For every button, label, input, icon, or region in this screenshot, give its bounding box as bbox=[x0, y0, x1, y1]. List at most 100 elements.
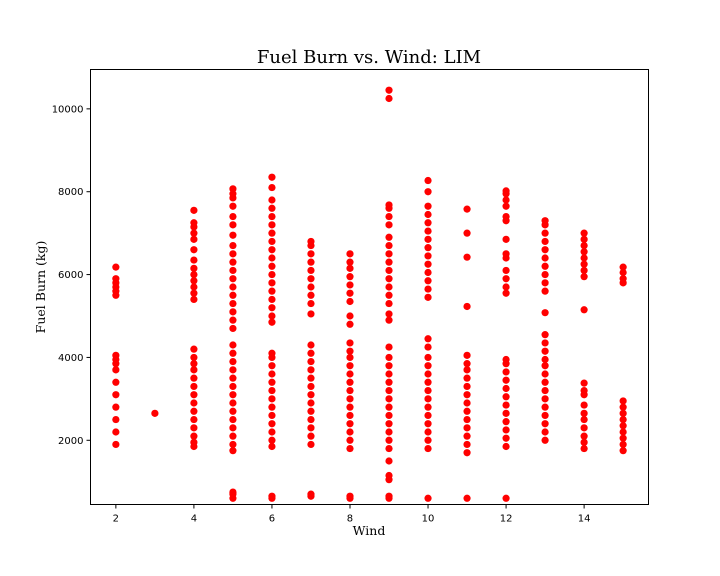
data-point bbox=[346, 370, 354, 378]
data-point bbox=[346, 428, 354, 436]
data-point bbox=[346, 420, 354, 428]
data-point bbox=[385, 411, 393, 420]
data-point bbox=[229, 424, 237, 432]
data-point bbox=[229, 275, 237, 283]
data-point bbox=[424, 260, 432, 268]
data-point bbox=[502, 494, 510, 502]
data-point bbox=[112, 440, 120, 449]
data-point bbox=[346, 289, 354, 297]
data-point bbox=[619, 434, 627, 442]
data-point bbox=[424, 370, 432, 378]
data-point bbox=[268, 378, 276, 386]
data-point bbox=[346, 378, 354, 386]
y-axis-label: Fuel Burn (kg) bbox=[33, 241, 48, 334]
data-point bbox=[229, 432, 237, 440]
data-point bbox=[268, 221, 276, 229]
data-point bbox=[385, 299, 393, 308]
data-point bbox=[424, 235, 432, 243]
data-point bbox=[346, 444, 354, 453]
data-point bbox=[463, 424, 471, 432]
data-point bbox=[463, 374, 471, 382]
data-point bbox=[229, 374, 237, 382]
y-tick-label: 4000 bbox=[58, 353, 83, 364]
data-point bbox=[424, 268, 432, 277]
data-point bbox=[619, 263, 627, 271]
data-point bbox=[229, 202, 237, 210]
data-point bbox=[346, 312, 354, 320]
data-point bbox=[385, 370, 393, 378]
data-point bbox=[385, 444, 393, 453]
data-point bbox=[268, 229, 276, 237]
data-point bbox=[229, 366, 237, 374]
data-point bbox=[619, 397, 627, 405]
data-point bbox=[385, 275, 393, 283]
data-point bbox=[346, 258, 354, 266]
data-point bbox=[268, 204, 276, 212]
data-point bbox=[112, 275, 120, 283]
data-point bbox=[502, 368, 510, 376]
data-point bbox=[580, 273, 588, 281]
data-point bbox=[229, 283, 237, 291]
data-point bbox=[307, 424, 315, 432]
data-point bbox=[385, 378, 393, 386]
data-point bbox=[580, 241, 588, 250]
data-point bbox=[229, 440, 237, 449]
data-point bbox=[541, 229, 549, 237]
data-point bbox=[190, 256, 198, 264]
data-point bbox=[346, 297, 354, 306]
data-point bbox=[385, 457, 393, 465]
data-point bbox=[463, 351, 471, 359]
data-point bbox=[190, 283, 198, 291]
data-point bbox=[229, 258, 237, 266]
data-point bbox=[424, 202, 432, 210]
data-point bbox=[385, 343, 393, 351]
data-point bbox=[307, 391, 315, 399]
data-point bbox=[190, 432, 198, 440]
data-point bbox=[229, 415, 237, 424]
data-point bbox=[190, 206, 198, 214]
data-point bbox=[307, 299, 315, 308]
data-point bbox=[307, 266, 315, 275]
data-point bbox=[463, 205, 471, 213]
data-point bbox=[151, 409, 159, 417]
data-point bbox=[463, 229, 471, 237]
data-point bbox=[541, 309, 549, 317]
data-point bbox=[229, 349, 237, 357]
data-point bbox=[580, 432, 588, 440]
x-tick-label: 10 bbox=[422, 514, 435, 525]
data-point bbox=[307, 250, 315, 258]
data-point bbox=[502, 202, 510, 210]
data-point bbox=[463, 302, 471, 311]
data-point bbox=[229, 399, 237, 407]
data-point bbox=[346, 264, 354, 272]
data-point bbox=[307, 490, 315, 498]
data-point bbox=[580, 235, 588, 243]
data-point bbox=[541, 370, 549, 378]
data-point bbox=[307, 237, 315, 246]
data-point bbox=[502, 289, 510, 297]
y-tick-label: 2000 bbox=[58, 436, 83, 447]
data-point bbox=[424, 395, 432, 403]
data-point bbox=[463, 440, 471, 449]
data-point bbox=[190, 229, 198, 237]
data-point bbox=[463, 432, 471, 440]
data-point bbox=[346, 320, 354, 328]
data-point bbox=[502, 212, 510, 221]
data-point bbox=[385, 250, 393, 258]
data-point bbox=[619, 428, 627, 436]
data-point bbox=[385, 395, 393, 403]
data-point bbox=[619, 403, 627, 411]
y-axis-ticks: 2000 4000 6000 8000 10000 bbox=[52, 104, 91, 447]
data-point bbox=[463, 382, 471, 391]
data-point bbox=[541, 428, 549, 436]
data-point bbox=[619, 440, 627, 449]
data-point bbox=[112, 378, 120, 386]
data-point bbox=[424, 353, 432, 362]
x-axis-ticks: 2 4 6 8 10 12 14 bbox=[113, 504, 590, 525]
data-point bbox=[346, 395, 354, 403]
data-point bbox=[190, 219, 198, 227]
data-point bbox=[502, 266, 510, 275]
data-point bbox=[307, 415, 315, 424]
data-point bbox=[541, 347, 549, 355]
data-point bbox=[112, 351, 120, 359]
